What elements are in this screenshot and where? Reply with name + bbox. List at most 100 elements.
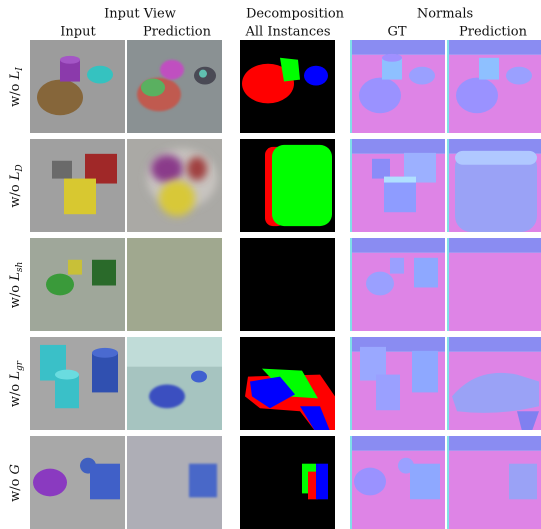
row-label-prefix: w/o [8, 79, 23, 106]
image-cell [350, 337, 445, 431]
column-title: Input [60, 25, 96, 40]
scene-shape [447, 238, 449, 332]
scene-shape [68, 259, 82, 275]
row-label-symbol: L [8, 371, 23, 381]
image-cell [240, 436, 335, 529]
image [30, 139, 125, 233]
scene-shape [33, 468, 67, 497]
scene-shape [447, 139, 541, 154]
scene-shape [447, 238, 541, 253]
image-cell [30, 139, 125, 233]
scene-shape [447, 337, 541, 352]
scene-shape [455, 150, 537, 233]
scene-shape [350, 40, 352, 134]
scene-shape [242, 63, 294, 104]
scene-shape [452, 372, 539, 413]
row-label-symbol: L [8, 272, 23, 282]
row-label-subscript: I [15, 67, 25, 72]
scene-shape [52, 160, 72, 179]
row-label-subscript: gr [15, 360, 25, 371]
image-cell [240, 337, 335, 431]
column-title: GT [387, 25, 406, 40]
image-cell [30, 40, 125, 134]
image-cell [30, 337, 125, 431]
scene-shape [159, 180, 195, 217]
scene-shape [87, 65, 113, 84]
scene-shape [350, 238, 352, 332]
scene-shape [384, 176, 416, 213]
image-cell [350, 436, 445, 529]
scene-shape [37, 79, 83, 116]
scene-shape [60, 55, 80, 64]
scene-shape [127, 337, 222, 367]
image [240, 40, 335, 134]
scene-shape [409, 66, 435, 85]
scene-shape [92, 259, 116, 286]
image [240, 337, 335, 431]
image-cell [240, 238, 335, 332]
scene-shape [189, 463, 217, 498]
scene-shape [366, 271, 394, 296]
scene-shape [447, 252, 541, 332]
scene-shape [90, 463, 120, 500]
scene-shape [382, 57, 402, 80]
image-cell [127, 436, 222, 529]
scene-shape [92, 352, 118, 393]
image [447, 337, 541, 431]
scene-shape [64, 178, 96, 215]
scene-shape [350, 40, 445, 55]
image-cell [350, 40, 445, 134]
scene-shape [506, 66, 532, 85]
scene-shape [350, 436, 352, 529]
image-cell [447, 40, 541, 134]
image [30, 436, 125, 529]
scene-shape [55, 374, 79, 409]
column-title: Prediction [459, 25, 528, 40]
scene-shape [390, 257, 404, 274]
image [350, 238, 445, 332]
group-title: Input View [104, 7, 176, 22]
image [127, 238, 222, 332]
scene-shape [199, 69, 207, 78]
scene-shape [456, 77, 498, 114]
scene-shape [447, 40, 541, 55]
scene-shape [509, 463, 537, 500]
image [350, 139, 445, 233]
image-cell [127, 139, 222, 233]
row-label-subscript: D [15, 164, 25, 172]
image [240, 238, 335, 332]
column-title: All Instances [244, 25, 330, 40]
group-title: Normals [417, 7, 473, 22]
scene-shape [384, 176, 416, 183]
scene-shape [350, 139, 445, 154]
image [240, 139, 335, 233]
row-label: w/o G [8, 464, 23, 502]
scene-shape [85, 153, 117, 184]
scene-shape [92, 347, 118, 358]
image [127, 40, 222, 134]
image [240, 436, 335, 529]
row-label-prefix: w/o [8, 281, 23, 308]
scene-shape [359, 77, 401, 114]
scene-shape [304, 65, 328, 86]
row-label-prefix: w/o [8, 180, 23, 207]
scene-shape [300, 406, 330, 431]
image-cell [127, 40, 222, 134]
row-label-symbol: G [8, 464, 23, 474]
scene-shape [191, 370, 207, 383]
scene-shape [414, 257, 438, 288]
column-title: Prediction [143, 25, 212, 40]
image-cell [447, 139, 541, 233]
image [127, 139, 222, 233]
image-cell [240, 40, 335, 134]
scene-shape [308, 471, 318, 500]
scene-shape [250, 376, 295, 409]
row-label-symbol: L [8, 71, 23, 81]
image [447, 436, 541, 529]
scene-shape [141, 78, 165, 97]
image [350, 436, 445, 529]
image-cell [127, 337, 222, 431]
image [30, 40, 125, 134]
image-cell [447, 238, 541, 332]
